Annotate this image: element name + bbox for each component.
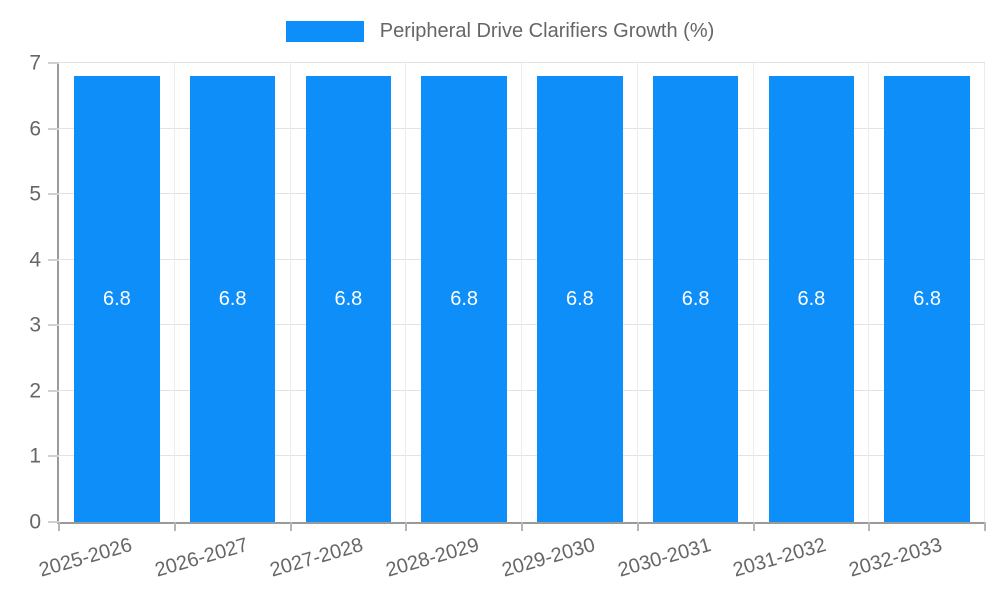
x-tick — [173, 522, 176, 531]
x-axis-label: 2026-2027 — [152, 534, 251, 582]
y-gridline — [59, 127, 985, 129]
x-gridline — [868, 63, 870, 522]
bar: 6.8 — [305, 76, 392, 522]
x-gridline — [173, 63, 175, 522]
bar-value-label: 6.8 — [797, 287, 826, 310]
bar-value-label: 6.8 — [102, 287, 131, 310]
bar-value-label: 6.8 — [218, 287, 247, 310]
y-tick — [48, 258, 59, 261]
y-gridline — [59, 193, 985, 195]
x-tick — [984, 522, 986, 531]
y-tick — [48, 193, 59, 196]
bar: 6.8 — [537, 76, 623, 522]
x-gridline — [289, 63, 291, 522]
y-axis-label: 4 — [29, 248, 41, 272]
x-gridline — [405, 63, 407, 522]
y-tick — [48, 389, 59, 392]
y-gridline — [59, 62, 985, 63]
plot-area: 0 1 2 3 4 5 6 7 6.8 2025-2026 6.8 2026-2027 6.8 2027-… — [29, 53, 986, 582]
bar: 6.8 — [421, 76, 507, 522]
x-gridline — [521, 63, 522, 522]
x-gridline — [984, 63, 985, 522]
bar: 6.8 — [652, 76, 739, 522]
x-tick — [405, 522, 408, 531]
x-tick — [289, 522, 292, 531]
bar: 6.8 — [768, 76, 855, 522]
bar-value-label: 6.8 — [450, 287, 479, 310]
x-axis-label: 2025-2026 — [36, 534, 135, 582]
x-axis-label: 2032-2033 — [846, 534, 945, 582]
x-axis-label: 2030-2031 — [615, 534, 714, 582]
y-tick — [48, 127, 59, 130]
x-axis-label: 2031-2032 — [730, 534, 829, 582]
bar-value-label: 6.8 — [913, 287, 942, 310]
y-axis-label: 6 — [29, 117, 41, 141]
bar: 6.8 — [884, 76, 970, 522]
y-gridline — [59, 389, 985, 391]
y-axis-label: 0 — [29, 510, 41, 534]
x-gridline — [636, 63, 638, 522]
x-axis-label: 2028-2029 — [383, 534, 482, 582]
x-tick — [58, 522, 60, 531]
legend-label: Peripheral Drive Clarifiers Growth (%) — [379, 20, 715, 42]
bar-value-label: 6.8 — [334, 287, 363, 310]
y-gridline — [59, 455, 985, 457]
x-axis-label: 2027-2028 — [267, 534, 366, 582]
x-tick — [868, 522, 871, 531]
y-tick — [48, 324, 59, 327]
y-axis-label: 5 — [29, 182, 41, 206]
y-gridline — [59, 258, 985, 260]
x-axis-label: 2029-2030 — [499, 534, 598, 582]
y-tick — [48, 521, 59, 523]
y-tick — [48, 455, 59, 458]
x-tick — [636, 522, 639, 531]
bar: 6.8 — [74, 76, 160, 522]
y-axis-label: 1 — [29, 444, 41, 468]
legend-swatch — [285, 21, 364, 42]
x-tick — [521, 522, 523, 531]
y-axis-label: 3 — [29, 313, 41, 337]
x-tick — [752, 522, 755, 531]
y-axis-label: 2 — [29, 379, 41, 403]
y-axis-label: 7 — [29, 51, 41, 75]
legend: Peripheral Drive Clarifiers Growth (%) — [0, 20, 1000, 43]
bar-value-label: 6.8 — [565, 287, 594, 310]
bar-value-label: 6.8 — [681, 287, 710, 310]
y-tick — [48, 62, 59, 64]
y-gridline — [59, 324, 985, 326]
x-gridline — [752, 63, 754, 522]
bar: 6.8 — [189, 76, 276, 522]
